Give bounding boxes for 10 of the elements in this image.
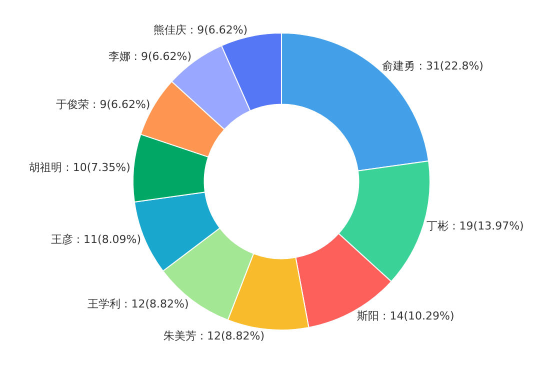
slice-label: 丁彬 : 19(13.97%) xyxy=(426,219,524,232)
slice-label: 李娜 : 9(6.62%) xyxy=(108,50,192,64)
slice-label: 王彦 : 11(8.09%) xyxy=(50,232,142,246)
slice-label: 王学利 : 12(8.82%) xyxy=(88,298,189,311)
slice-label: 斯阳 : 14(10.29%) xyxy=(357,310,454,323)
slice-label: 俞建勇 : 31(22.8%) xyxy=(382,59,484,72)
slice-label: 熊佳庆 : 9(6.62%) xyxy=(153,23,248,36)
slice-label: 胡祖明 : 10(7.35%) xyxy=(29,161,130,174)
slice-label: 朱美芳 : 12(8.82%) xyxy=(163,329,265,342)
slice-label: 于俊荣 : 9(6.62%) xyxy=(56,98,150,112)
